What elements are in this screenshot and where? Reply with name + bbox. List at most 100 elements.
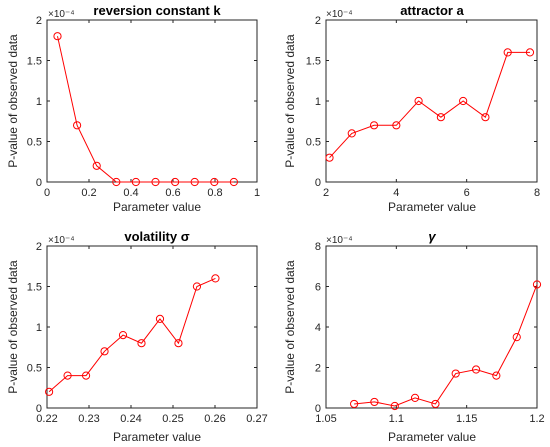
data-point — [118, 331, 128, 340]
data-point — [503, 48, 512, 57]
subplot-gamma: γ ×10⁻⁴ Parameter value P-value of obser… — [283, 229, 545, 444]
tick-layer: 0 0.2 0.4 0.6 0.8 1 0 0.5 1 1.5 2 — [27, 15, 260, 199]
data-point — [369, 121, 379, 130]
data-point — [431, 399, 440, 409]
series-line — [354, 284, 538, 407]
data-point — [370, 397, 379, 407]
x-tick-label: 1.15 — [456, 413, 477, 425]
plot-area — [46, 245, 258, 409]
exponent-label: ×10⁻⁴ — [48, 9, 75, 20]
data-point — [414, 96, 423, 106]
x-tick-label: 0.25 — [162, 413, 183, 425]
x-tick-label: 0.4 — [123, 187, 138, 199]
y-tick-label: 0.5 — [27, 363, 42, 375]
data-point — [325, 153, 334, 162]
x-tick-label: 0.26 — [204, 413, 225, 425]
data-point — [347, 129, 356, 138]
plot-area — [325, 19, 538, 183]
data-point — [211, 274, 220, 283]
data-point — [53, 32, 62, 41]
y-tick-label: 1 — [36, 322, 42, 334]
x-tick-label: 1.2 — [529, 413, 544, 425]
y-tick-label: 0 — [315, 403, 321, 415]
data-point — [451, 369, 460, 378]
series-layer — [53, 32, 238, 187]
y-tick-label: 0 — [36, 177, 42, 189]
y-tick-label: 0 — [36, 403, 42, 415]
data-point — [436, 113, 445, 122]
data-point — [72, 121, 82, 130]
subplot-title: reversion constant k — [93, 3, 221, 18]
tick-layer: 0.22 0.23 0.24 0.25 0.26 0.27 0 0.5 1 1.5 2 — [27, 241, 268, 425]
exponent-label: ×10⁻⁴ — [326, 9, 353, 20]
data-point — [171, 177, 180, 187]
subplot-title: volatility σ — [124, 229, 189, 244]
data-point — [151, 177, 160, 187]
y-axis-label: P-value of observed data — [6, 34, 20, 168]
data-point — [155, 314, 165, 323]
y-axis-label: P-value of observed data — [283, 260, 297, 394]
subplot-volatility-sigma: volatility σ ×10⁻⁴ Parameter value P-val… — [6, 229, 268, 444]
subplot-attractor-a: attractor a ×10⁻⁴ Parameter value P-valu… — [283, 3, 540, 214]
series-line — [329, 51, 530, 159]
x-tick-label: 1 — [254, 187, 260, 199]
x-tick-label: 8 — [534, 187, 540, 199]
y-tick-label: 0.5 — [306, 137, 321, 149]
y-tick-label: 1 — [36, 96, 42, 108]
y-tick-label: 1 — [315, 96, 321, 108]
subplot-title: attractor a — [400, 3, 464, 18]
y-tick-label: 1.5 — [27, 282, 42, 294]
y-tick-label: 2 — [315, 15, 321, 27]
tick-layer: 2 4 6 8 0 0.5 1 1.5 2 — [306, 15, 540, 199]
x-axis-label: Parameter value — [388, 200, 476, 214]
data-point — [100, 347, 109, 356]
data-point — [210, 177, 219, 187]
y-tick-label: 0.5 — [27, 137, 42, 149]
data-point — [481, 113, 490, 122]
y-axis-label: P-value of observed data — [6, 260, 20, 394]
x-tick-label: 6 — [464, 187, 470, 199]
data-point — [112, 177, 121, 187]
data-point — [525, 48, 535, 57]
subplot-title: γ — [428, 229, 436, 244]
plot-area — [46, 19, 258, 183]
x-axis-label: Parameter value — [113, 430, 201, 444]
data-point — [459, 96, 468, 106]
data-point — [532, 280, 542, 289]
x-tick-label: 4 — [393, 187, 399, 199]
y-axis-label: P-value of observed data — [283, 34, 297, 168]
x-tick-label: 0.8 — [207, 187, 222, 199]
x-tick-label: 1.05 — [315, 413, 336, 425]
exponent-label: ×10⁻⁴ — [48, 235, 75, 246]
x-tick-label: 0.27 — [246, 413, 267, 425]
data-point — [392, 121, 401, 130]
x-tick-label: 0.23 — [78, 413, 99, 425]
x-tick-label: 0.22 — [36, 413, 57, 425]
x-tick-label: 1.1 — [389, 413, 404, 425]
x-tick-label: 2 — [323, 187, 329, 199]
data-point — [390, 401, 399, 411]
exponent-label: ×10⁻⁴ — [326, 235, 353, 246]
data-point — [63, 371, 72, 380]
y-tick-label: 0 — [315, 177, 321, 189]
data-point — [492, 371, 501, 380]
data-point — [192, 282, 202, 291]
series-layer — [45, 274, 220, 396]
x-tick-label: 0.24 — [120, 413, 141, 425]
x-axis-label: Parameter value — [388, 430, 476, 444]
series-layer — [325, 48, 535, 162]
x-axis-label: Parameter value — [113, 200, 201, 214]
data-point — [81, 371, 91, 380]
data-point — [137, 339, 146, 348]
data-point — [229, 177, 238, 187]
data-point — [471, 365, 481, 374]
y-tick-label: 8 — [315, 241, 321, 253]
x-tick-label: 0.2 — [81, 187, 96, 199]
data-point — [512, 333, 521, 342]
series-line — [48, 277, 216, 393]
data-point — [45, 387, 54, 396]
y-tick-label: 1.5 — [27, 56, 42, 68]
data-point — [350, 399, 359, 409]
x-tick-label: 0.6 — [165, 187, 180, 199]
